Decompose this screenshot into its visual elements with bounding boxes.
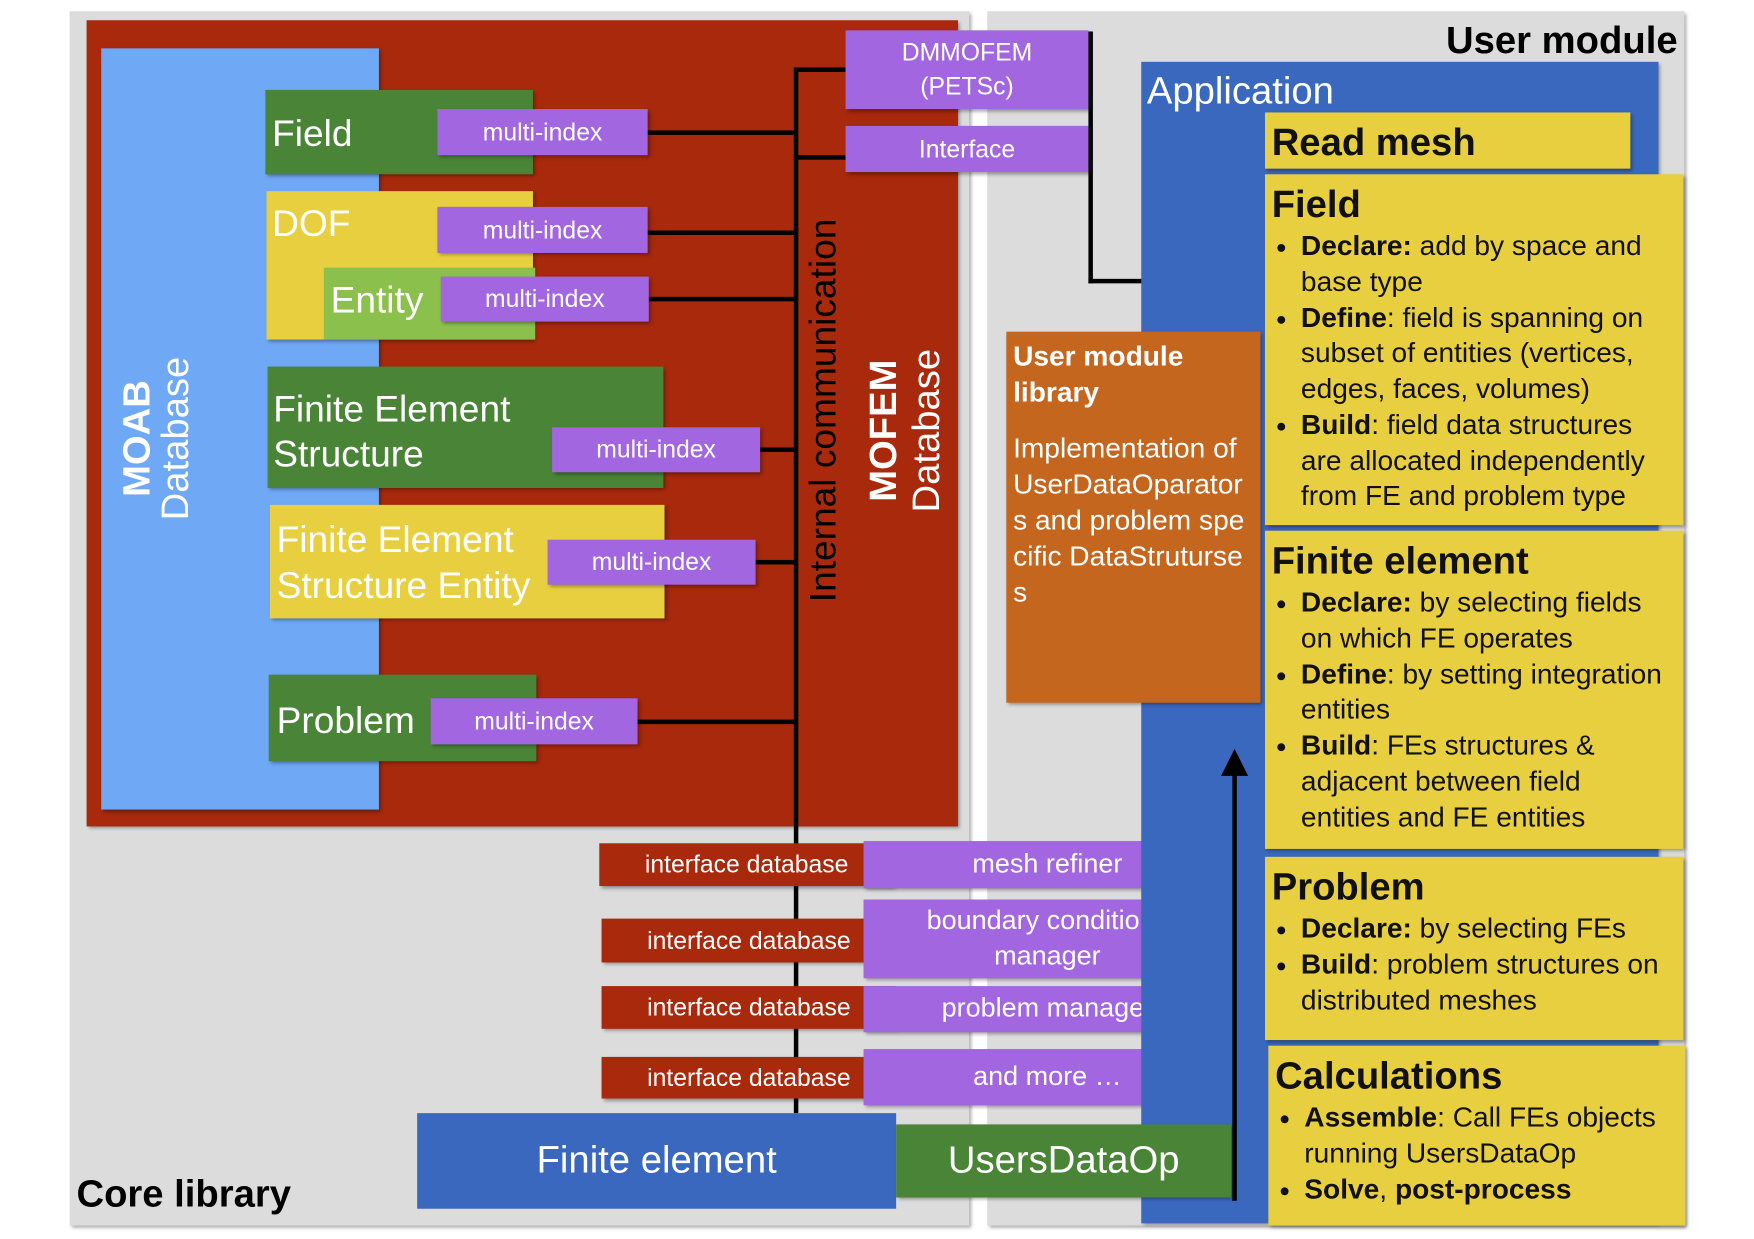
dof-label: DOF <box>272 202 351 244</box>
finite-element-section: Finite element Declare: by selecting fie… <box>1264 530 1684 849</box>
core-library-label: Core library <box>76 1172 292 1216</box>
library-body: Implementation of UserDataOparators and … <box>1013 432 1245 609</box>
fe-build: Build: FEs structures & adjacent between… <box>1301 729 1677 836</box>
dof-multi-index: multi-index <box>437 206 648 253</box>
field-build: Build: field data structures are allocat… <box>1301 408 1677 515</box>
fe-structure-entity-label: Finite Element Structure Entity <box>276 518 531 607</box>
field-label: Field <box>272 112 353 155</box>
problem-label: Problem <box>276 699 415 741</box>
fe-structure-label: Finite Element Structure <box>273 387 511 475</box>
calc-assemble: Assemble: Call FEs objects running Users… <box>1304 1101 1678 1172</box>
connector-line <box>648 296 797 302</box>
arrow-line <box>1232 771 1237 1201</box>
dmmofem-box: DMMOFEM (PETSc) <box>845 30 1089 110</box>
calculations-section: Calculations Assemble: Call FEs objects … <box>1268 1045 1686 1226</box>
interface-box: Interface <box>845 125 1089 173</box>
connector-line <box>755 559 797 565</box>
read-mesh-box: Read mesh <box>1264 112 1631 169</box>
entity-multi-index: multi-index <box>440 276 649 322</box>
entity-label: Entity <box>330 278 424 321</box>
arrow-up-icon <box>1221 748 1249 776</box>
mofem-subtitle: Database <box>905 348 948 513</box>
connector-line <box>793 155 846 160</box>
internal-bus-line <box>793 67 799 1114</box>
connector-line <box>637 719 797 725</box>
connector-line <box>647 130 797 135</box>
field-declare: Declare: add by space and base type <box>1301 229 1677 300</box>
mofem-label: MOFEM Database <box>862 262 947 599</box>
fe-structure-multi-index: multi-index <box>552 427 761 473</box>
problem-declare: Declare: by selecting FEs <box>1301 912 1677 948</box>
connector-line <box>793 67 846 72</box>
connector-line <box>760 447 797 453</box>
finite-element-box: Finite element <box>417 1113 897 1209</box>
fe-structure-entity-multi-index: multi-index <box>547 539 756 585</box>
interface-database-box: interface database <box>599 843 894 887</box>
fe-declare: Declare: by selecting fields on which FE… <box>1301 586 1677 657</box>
moab-label: MOAB Database <box>115 270 197 607</box>
problem-multi-index: multi-index <box>430 698 638 745</box>
user-module-library-box: User module library Implementation of Us… <box>1006 331 1261 703</box>
problem-build: Build: problem structures on distributed… <box>1301 948 1677 1019</box>
arrow-line <box>1088 31 1093 284</box>
moab-subtitle: Database <box>154 356 197 521</box>
interface-database-box: interface database <box>601 1056 897 1099</box>
mofem-title: MOFEM <box>862 359 906 502</box>
users-data-op-box: UsersDataOp <box>896 1124 1232 1198</box>
internal-communication-label: Internal communication <box>801 218 844 603</box>
field-multi-index: multi-index <box>437 109 648 156</box>
arrow-line <box>1088 278 1170 284</box>
user-module-label: User module <box>1446 19 1678 62</box>
calc-solve: Solve, post-process <box>1304 1172 1678 1208</box>
interface-database-box: interface database <box>601 986 897 1029</box>
problem-section: Problem Declare: by selecting FEs Build:… <box>1264 856 1684 1041</box>
field-section: Field Declare: add by space and base typ… <box>1264 174 1684 526</box>
connector-line <box>647 230 797 235</box>
fe-define: Define: by setting integration entities <box>1301 657 1677 728</box>
moab-title: MOAB <box>115 380 159 497</box>
library-title: User module library <box>1013 340 1184 409</box>
field-define: Define: field is spanning on subset of e… <box>1301 301 1677 408</box>
interface-database-box: interface database <box>601 918 897 963</box>
application-label: Application <box>1146 69 1334 113</box>
